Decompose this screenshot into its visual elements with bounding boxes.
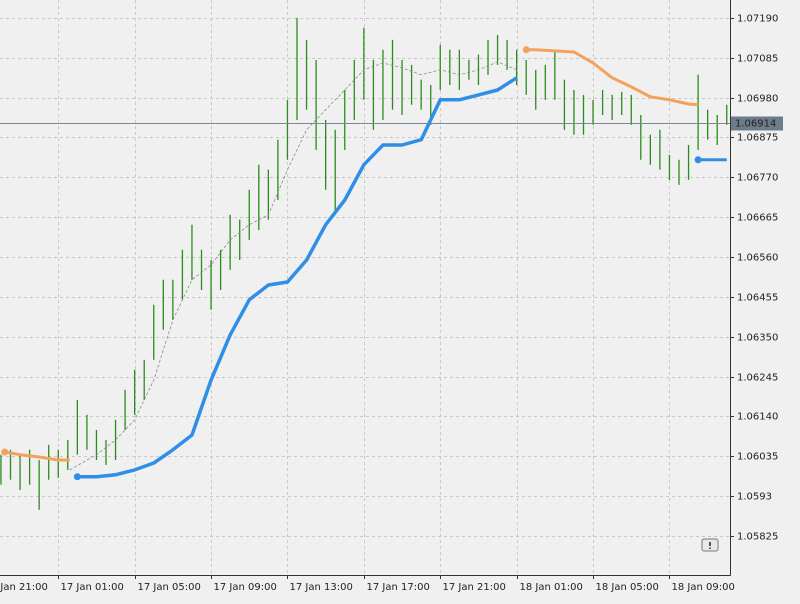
y-tick-label: 1.05825: [737, 532, 778, 543]
x-tick-label: 18 Jan 09:00: [672, 582, 735, 593]
line-marker: [1, 448, 9, 456]
y-tick-label: 1.07085: [737, 54, 778, 65]
y-tick-label: 1.06140: [737, 412, 778, 423]
x-tick-label: 17 Jan 05:00: [138, 582, 201, 593]
indicator-line: [526, 48, 699, 107]
indicator-line: [4, 450, 70, 462]
y-tick-label: 1.06980: [737, 94, 778, 105]
indicator-line: [69, 61, 517, 471]
x-tick-label: 17 Jan 09:00: [214, 582, 277, 593]
x-tick-label: 17 Jan 13:00: [290, 582, 353, 593]
line-marker: [522, 46, 530, 54]
line-marker: [694, 156, 702, 164]
indicator-line: [77, 76, 518, 479]
alert-icon[interactable]: [701, 538, 719, 552]
x-tick-label: 18 Jan 01:00: [520, 582, 583, 593]
y-tick-label: 1.06560: [737, 253, 778, 264]
y-tick-label: 1.06350: [737, 333, 778, 344]
line-marker: [73, 473, 81, 481]
y-tick-label: 1.06455: [737, 293, 778, 304]
x-tick-label: 17 Jan 01:00: [61, 582, 124, 593]
y-tick-label: 1.06245: [737, 373, 778, 384]
y-tick-label: 1.06035: [737, 452, 778, 463]
y-tick-label: 1.07190: [737, 14, 778, 25]
grid: [0, 0, 730, 575]
y-tick-label: 1.0593: [737, 492, 772, 503]
x-tick-label: 17 Jan 17:00: [367, 582, 430, 593]
current-price-box: [731, 116, 783, 131]
x-tick-label: 16 Jan 21:00: [0, 582, 48, 593]
plot: [0, 17, 728, 510]
y-tick-label: 1.06770: [737, 173, 778, 184]
x-tick-label: 17 Jan 21:00: [443, 582, 506, 593]
x-tick-label: 18 Jan 05:00: [596, 582, 659, 593]
y-tick-label: 1.06665: [737, 213, 778, 224]
current-price-label: 1.06914: [735, 119, 776, 130]
y-tick-label: 1.06875: [737, 133, 778, 144]
